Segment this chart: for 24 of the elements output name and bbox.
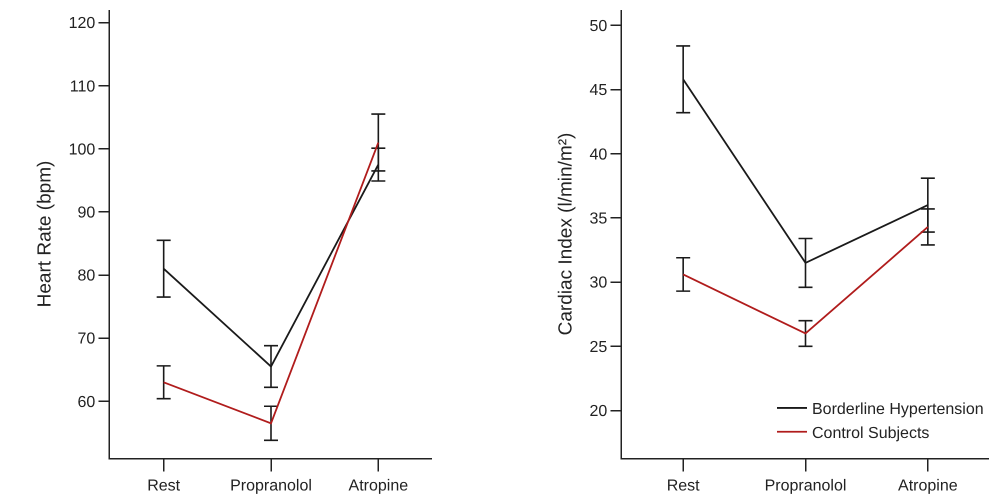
y-axis-title: Heart Rate (bpm)	[34, 160, 56, 308]
y-tick-label: 110	[70, 78, 96, 96]
y-tick-label: 25	[590, 338, 608, 356]
x-tick-label: Rest	[147, 478, 181, 495]
x-tick-label: Atropine	[898, 478, 958, 495]
x-tick-label: Rest	[666, 478, 700, 495]
y-tick-label: 20	[590, 403, 608, 420]
y-tick-label: 80	[78, 268, 96, 285]
y-tick-label: 120	[68, 15, 96, 32]
x-tick-label: Atropine	[348, 478, 408, 495]
y-tick-label: 50	[590, 18, 608, 35]
legend-label: Control Subjects	[812, 424, 930, 442]
x-tick-label: Propranolol	[764, 478, 846, 495]
legend-label: Borderline Hypertension	[812, 401, 984, 418]
y-tick-label: 30	[590, 274, 608, 292]
y-tick-label: 100	[68, 141, 96, 158]
x-tick-label: Propranolol	[230, 478, 312, 495]
y-tick-label: 45	[590, 82, 608, 100]
y-tick-label: 60	[78, 394, 96, 411]
y-tick-label: 90	[78, 204, 96, 222]
y-tick-label: 35	[590, 210, 608, 228]
y-tick-label: 70	[78, 330, 96, 348]
y-tick-label: 40	[590, 146, 608, 164]
y-axis-title: Cardiac Index (l/min/m²)	[556, 132, 577, 336]
